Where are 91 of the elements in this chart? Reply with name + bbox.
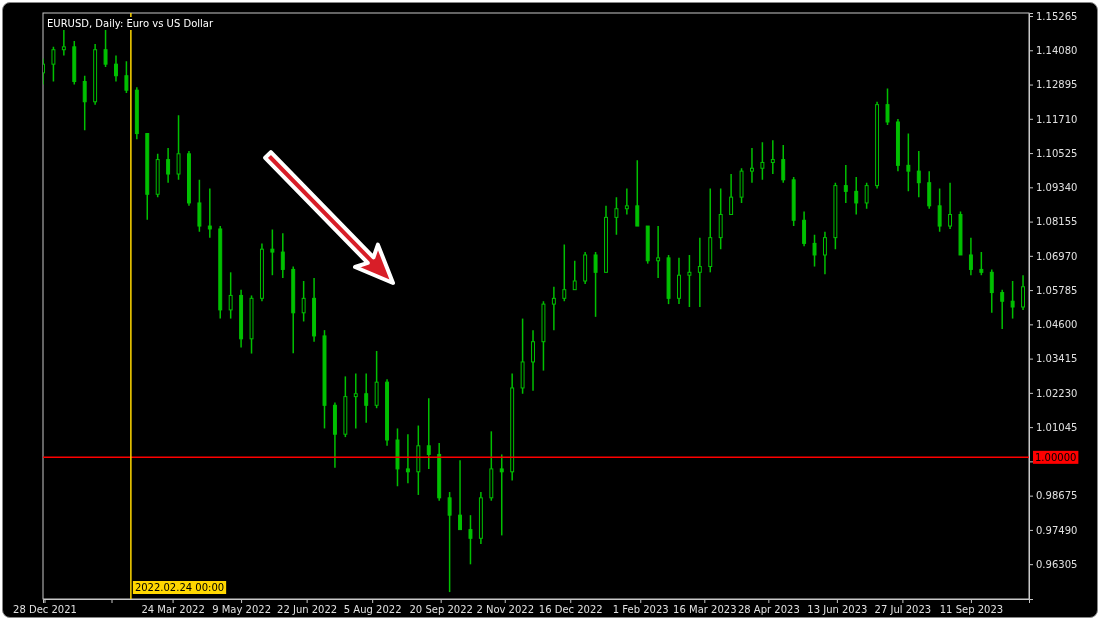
candlestick bbox=[979, 251, 984, 276]
candlestick bbox=[197, 179, 202, 233]
candlestick bbox=[426, 397, 431, 470]
ref-line-label: 1.00000 bbox=[1035, 451, 1077, 463]
candlestick bbox=[864, 181, 869, 210]
candlestick bbox=[677, 257, 681, 305]
candlestick bbox=[103, 27, 108, 68]
candlestick bbox=[760, 141, 765, 181]
x-tick-label: 28 Dec 2021 bbox=[13, 604, 77, 616]
candlestick bbox=[270, 228, 275, 276]
x-tick-label: 20 Sep 2022 bbox=[409, 604, 473, 616]
candlestick bbox=[405, 433, 410, 485]
chart-title: EURUSD, Daily: Euro vs US Dollar bbox=[47, 18, 214, 29]
candlestick bbox=[885, 87, 890, 126]
candlestick bbox=[718, 187, 723, 250]
candlestick bbox=[1021, 274, 1025, 311]
y-tick-label: 1.08155 bbox=[1036, 216, 1078, 228]
x-tick-label: 5 Aug 2022 bbox=[343, 604, 402, 616]
candlestick bbox=[562, 243, 567, 302]
candlestick bbox=[531, 329, 535, 392]
candlestick bbox=[551, 286, 556, 331]
candlestick bbox=[280, 232, 285, 279]
candlestick bbox=[228, 271, 233, 320]
candlestick bbox=[656, 225, 661, 279]
x-tick-label: 24 Mar 2022 bbox=[141, 604, 205, 616]
candlestick bbox=[770, 139, 775, 175]
y-tick-label: 1.12895 bbox=[1036, 79, 1078, 91]
y-tick-label: 1.14080 bbox=[1036, 44, 1078, 56]
y-tick-label: 1.02230 bbox=[1036, 387, 1078, 399]
candlestick bbox=[447, 491, 452, 593]
x-tick-label: 16 Mar 2023 bbox=[673, 604, 737, 616]
candlestick bbox=[697, 236, 702, 308]
x-tick-label: 2 Nov 2022 bbox=[476, 604, 535, 616]
y-tick-label: 0.96305 bbox=[1036, 558, 1078, 570]
candlestick bbox=[593, 251, 598, 318]
candlestick bbox=[353, 372, 358, 430]
candlestick bbox=[614, 196, 619, 236]
candlestick bbox=[635, 159, 640, 227]
candlestick bbox=[114, 54, 118, 83]
y-tick-label: 1.04600 bbox=[1036, 319, 1078, 331]
candlestick bbox=[937, 187, 942, 233]
y-tick-label: 1.05785 bbox=[1036, 284, 1078, 296]
y-tick-label: 1.11710 bbox=[1036, 113, 1078, 125]
x-tick-label: 27 Jul 2023 bbox=[874, 604, 932, 616]
candlestick bbox=[374, 350, 379, 409]
candlestick bbox=[82, 74, 87, 132]
candlestick bbox=[781, 144, 786, 184]
candlestick bbox=[572, 260, 577, 291]
y-tick-label: 0.98675 bbox=[1036, 490, 1078, 502]
candlestick bbox=[729, 173, 734, 216]
x-tick-label: 1 Feb 2023 bbox=[612, 604, 669, 616]
candlestick bbox=[301, 280, 306, 323]
candlestick bbox=[468, 514, 473, 566]
y-tick-label: 1.03415 bbox=[1036, 353, 1078, 365]
candlestick bbox=[458, 459, 462, 531]
candlestick bbox=[812, 233, 817, 268]
x-tick-label: 28 Apr 2023 bbox=[737, 604, 800, 616]
candlestick bbox=[906, 132, 911, 193]
candlestick bbox=[802, 210, 807, 248]
candlestick bbox=[624, 187, 629, 216]
x-tick-label: 11 Sep 2023 bbox=[939, 604, 1004, 616]
candlestick bbox=[124, 60, 129, 94]
candlestick bbox=[927, 170, 932, 210]
candlestick bbox=[176, 114, 181, 181]
candlestick bbox=[916, 150, 921, 198]
candlestick bbox=[1000, 288, 1005, 330]
y-tick-label: 1.09340 bbox=[1036, 182, 1078, 194]
candlestick bbox=[843, 164, 848, 204]
candlestick bbox=[948, 181, 953, 230]
y-tick-label: 1.01045 bbox=[1036, 421, 1078, 433]
candlestick bbox=[364, 372, 369, 424]
x-tick-label: 16 Dec 2022 bbox=[538, 604, 603, 616]
x-tick-label: 13 Jun 2023 bbox=[807, 604, 868, 616]
candlestick bbox=[687, 254, 692, 308]
x-tick-label: 9 May 2022 bbox=[212, 604, 272, 616]
candlestick bbox=[750, 147, 754, 184]
candlestick bbox=[207, 187, 212, 239]
y-tick-label: 1.10525 bbox=[1036, 147, 1078, 159]
candlestick bbox=[854, 176, 859, 216]
candlestick bbox=[51, 46, 56, 83]
x-tick-label: 22 Jun 2022 bbox=[277, 604, 338, 616]
y-tick-label: 1.06970 bbox=[1036, 250, 1078, 262]
candlestick bbox=[1010, 280, 1015, 320]
y-tick-label: 1.15265 bbox=[1036, 10, 1078, 22]
ref-line-label: 2022.02.24 00:00 bbox=[134, 582, 225, 593]
candlestick bbox=[989, 268, 994, 314]
candlestick bbox=[499, 453, 504, 537]
candlestick bbox=[968, 236, 973, 276]
y-tick-label: 0.97490 bbox=[1036, 524, 1078, 536]
candlestick bbox=[822, 231, 827, 276]
candlestick bbox=[166, 147, 171, 184]
